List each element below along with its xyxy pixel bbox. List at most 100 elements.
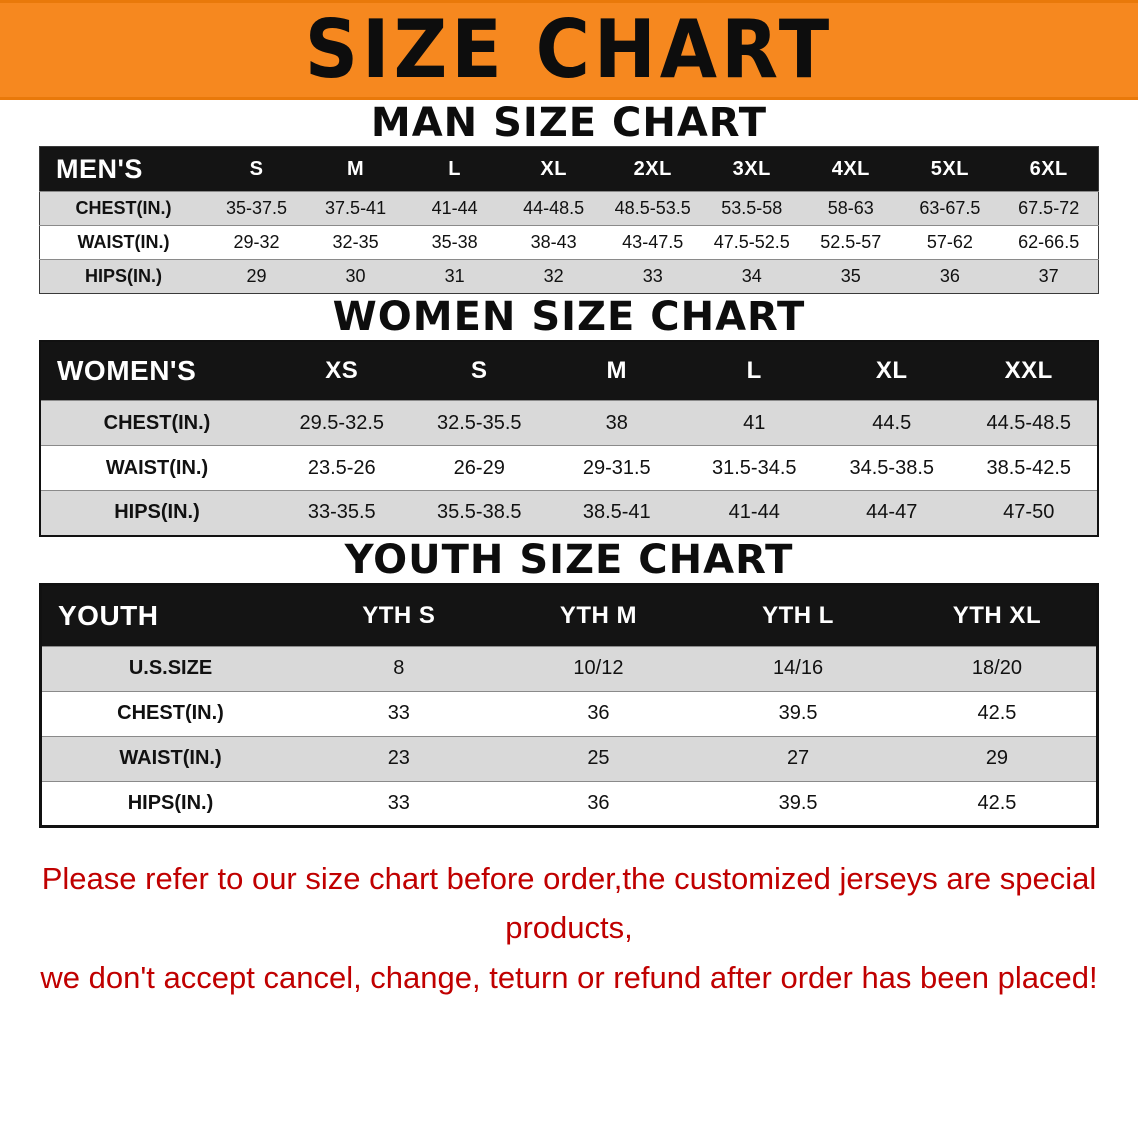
size-header-cell: 4XL [801, 146, 901, 192]
size-header-cell: YTH S [299, 584, 499, 646]
measurement-value-cell: 44-48.5 [523, 198, 585, 218]
measurement-row: HIPS(IN.) 33-35.5 35.5-38.5 38.5-41 41-44 44-… [40, 490, 1098, 536]
measurement-row: WAIST(IN.) 23.5-26 26-29 29-31.5 31.5-34.5 34… [40, 445, 1098, 491]
man-size-table: MEN'S S M L XL 2XL 3XL 4XL 5XL 6XL CHEST(IN.) 35-37… [39, 146, 1099, 294]
measurement-value-cell: 29 [985, 747, 1009, 769]
measurement-value-cell: 25 [587, 747, 610, 769]
size-header-cell: XXL [960, 341, 1098, 401]
measurement-value-cell: 38.5-41 [582, 501, 651, 524]
measurement-label-cell: HIPS(IN.) [127, 791, 214, 814]
measurement-value-cell: 57-62 [926, 232, 973, 252]
measurement-label-cell: CHEST(IN.) [117, 702, 224, 724]
measurement-value-cell: 10/12 [573, 657, 624, 679]
measurement-value-cell: 41 [743, 411, 766, 434]
women-size-section: WOMEN SIZE CHART WOMEN'S XS S M L XL XXL CHEST(… [0, 294, 1138, 537]
measurement-value-cell: 32-35 [332, 232, 379, 252]
measurement-value-cell: 39.5 [778, 702, 818, 724]
size-header-cell: M [548, 341, 686, 401]
measurement-row: CHEST(IN.) 35-37.5 37.5-41 41-44 44-48.5 48.5… [39, 191, 1099, 226]
measurement-value-cell: 42.5 [977, 791, 1017, 814]
women-size-table: WOMEN'S XS S M L XL XXL CHEST(IN.) 29.5-32.5 32.5… [39, 340, 1099, 537]
measurement-value-cell: 44-47 [866, 501, 918, 524]
measurement-value-cell: 33 [642, 266, 663, 286]
measurement-row: CHEST(IN.) 29.5-32.5 32.5-35.5 38 41 44.5 44.5… [40, 400, 1098, 446]
measurement-value-cell: 34.5-38.5 [849, 456, 934, 479]
measurement-value-cell: 36 [939, 266, 960, 286]
measurement-value-cell: 42.5 [977, 702, 1017, 724]
measurement-value-cell: 31.5-34.5 [711, 456, 797, 479]
measurement-value-cell: 47.5-52.5 [713, 232, 790, 252]
size-header-cell: 2XL [603, 146, 703, 192]
measurement-label-cell: HIPS(IN.) [114, 501, 200, 524]
measurement-value-cell: 32 [543, 266, 564, 286]
women-size-heading: WOMEN SIZE CHART [332, 294, 806, 340]
order-notice-line-1: Please refer to our size chart before or… [41, 860, 1097, 946]
size-header-cell: L [685, 341, 823, 401]
measurement-value-cell: 14/16 [773, 657, 824, 679]
measurement-value-cell: 29-31.5 [582, 456, 651, 479]
size-chart-page: SIZE CHART MAN SIZE CHART MEN'S S M L XL 2XL 3… [0, 0, 1138, 1003]
size-header-cell: M [306, 146, 406, 192]
measurement-value-cell: 35-37.5 [225, 198, 288, 218]
youth-size-section: YOUTH SIZE CHART YOUTH YTH S YTH M YTH L YTH… [0, 537, 1138, 828]
measurement-value-cell: 36 [587, 791, 610, 814]
measurement-value-cell: 35.5-38.5 [436, 501, 522, 524]
measurement-label-cell: CHEST(IN.) [103, 411, 211, 434]
measurement-value-cell: 63-67.5 [919, 198, 981, 218]
measurement-value-cell: 32.5-35.5 [436, 411, 522, 434]
size-header-cell: S [207, 146, 307, 192]
measurement-value-cell: 36 [587, 702, 610, 724]
measurement-value-cell: 67.5-72 [1018, 198, 1080, 218]
measurement-label-cell: HIPS(IN.) [84, 266, 162, 286]
measurement-label-cell: CHEST(IN.) [75, 198, 172, 218]
measurement-value-cell: 37 [1038, 266, 1059, 286]
measurement-row: CHEST(IN.) 33 36 39.5 42.5 [40, 691, 1098, 736]
size-header-cell: YTH XL [897, 584, 1098, 646]
measurement-value-cell: 29.5-32.5 [299, 411, 384, 434]
measurement-row: WAIST(IN.) 29-32 32-35 35-38 38-43 43-47.5 47.… [39, 225, 1099, 260]
measurement-value-cell: 58-63 [827, 198, 874, 218]
size-header-cell: S [410, 341, 548, 401]
measurement-value-cell: 38.5-42.5 [986, 456, 1071, 479]
size-header-cell: XL [823, 341, 961, 401]
youth-size-table: YOUTH YTH S YTH M YTH L YTH XL U.S.SIZE 8 10/12… [39, 582, 1099, 828]
measurement-value-cell: 26-29 [453, 456, 505, 479]
order-notice: Please refer to our size chart before or… [24, 854, 1114, 1003]
table-title-cell: YOUTH [40, 584, 299, 646]
size-header-row: MEN'S S M L XL 2XL 3XL 4XL 5XL 6XL [39, 146, 1099, 192]
measurement-value-cell: 35-38 [431, 232, 478, 252]
measurement-value-cell: 33 [387, 702, 410, 724]
measurement-row: HIPS(IN.) 33 36 39.5 42.5 [40, 781, 1098, 826]
size-header-cell: XL [504, 146, 604, 192]
size-header-cell: 6XL [999, 146, 1099, 192]
measurement-value-cell: 53.5-58 [721, 198, 783, 218]
measurement-value-cell: 38 [605, 411, 628, 434]
measurement-value-cell: 23.5-26 [307, 456, 376, 479]
man-size-section: MAN SIZE CHART MEN'S S M L XL 2XL 3XL 4XL 5XL 6XL… [0, 100, 1138, 294]
size-header-cell: YTH M [498, 584, 699, 646]
size-header-cell: 3XL [702, 146, 802, 192]
banner-title: SIZE CHART [304, 3, 834, 97]
order-notice-line-2: we don't accept cancel, change, teturn o… [40, 959, 1098, 995]
measurement-value-cell: 52.5-57 [820, 232, 882, 252]
size-header-cell: XS [273, 341, 411, 401]
banner: SIZE CHART [0, 0, 1138, 100]
size-header-row: YOUTH YTH S YTH M YTH L YTH XL [40, 584, 1098, 646]
measurement-value-cell: 37.5-41 [325, 198, 387, 218]
measurement-value-cell: 39.5 [778, 791, 818, 814]
measurement-value-cell: 41-44 [728, 501, 780, 524]
measurement-value-cell: 18/20 [971, 657, 1022, 679]
measurement-value-cell: 33 [387, 791, 410, 814]
measurement-value-cell: 34 [741, 266, 762, 286]
measurement-value-cell: 41-44 [431, 198, 478, 218]
measurement-value-cell: 27 [786, 747, 810, 769]
measurement-value-cell: 38-43 [530, 232, 577, 252]
table-title-cell: WOMEN'S [40, 341, 273, 401]
size-header-row: WOMEN'S XS S M L XL XXL [40, 341, 1098, 401]
measurement-row: WAIST(IN.) 23 25 27 29 [40, 736, 1098, 781]
measurement-value-cell: 33-35.5 [307, 501, 376, 524]
youth-size-heading: YOUTH SIZE CHART [344, 536, 794, 583]
measurement-value-cell: 44.5 [872, 411, 912, 434]
measurement-label-cell: WAIST(IN.) [77, 232, 170, 252]
measurement-value-cell: 47-50 [1003, 501, 1055, 524]
